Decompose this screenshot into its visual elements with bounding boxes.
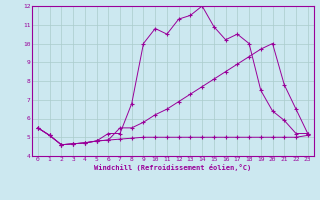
X-axis label: Windchill (Refroidissement éolien,°C): Windchill (Refroidissement éolien,°C) — [94, 164, 252, 171]
